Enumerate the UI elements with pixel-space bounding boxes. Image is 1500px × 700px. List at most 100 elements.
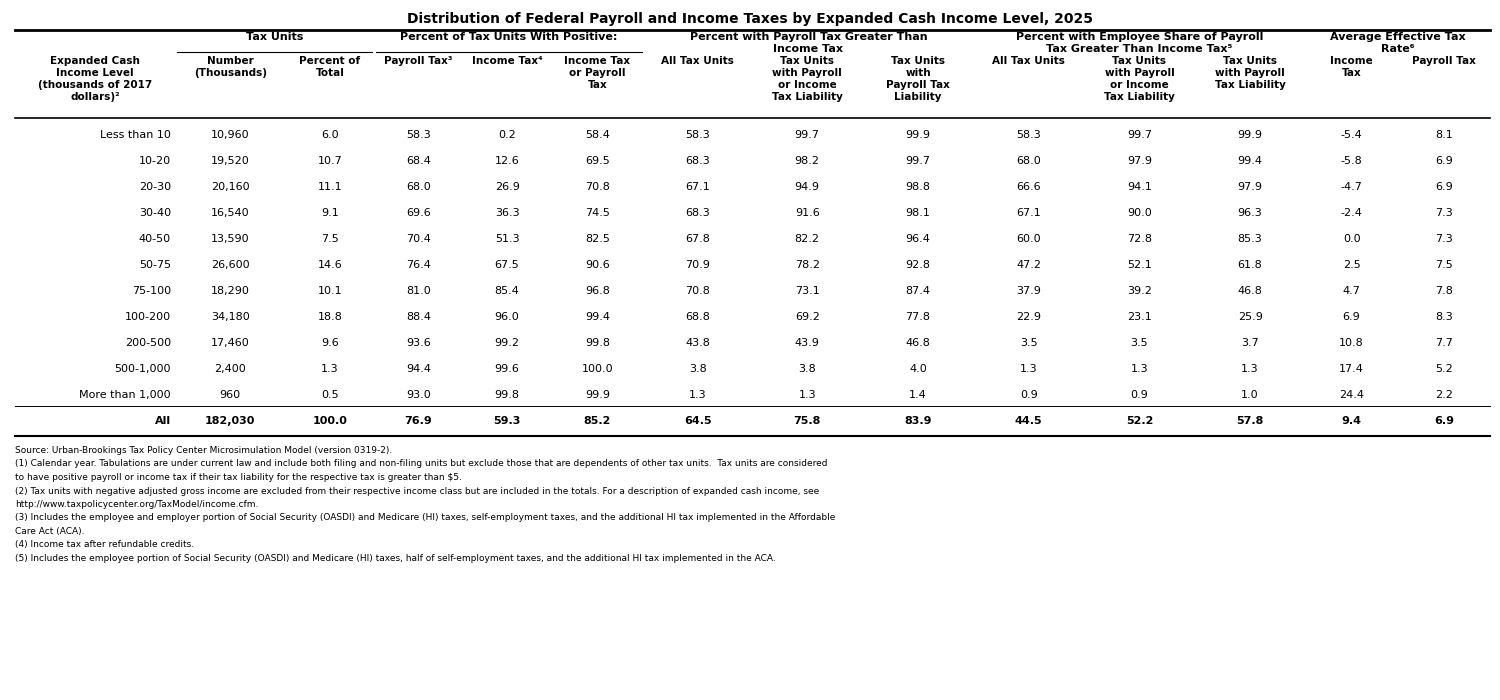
- Text: 57.8: 57.8: [1236, 416, 1264, 426]
- Text: 1.3: 1.3: [688, 390, 706, 400]
- Text: Percent of Tax Units With Positive:: Percent of Tax Units With Positive:: [400, 32, 618, 42]
- Text: to have positive payroll or income tax if their tax liability for the respective: to have positive payroll or income tax i…: [15, 473, 462, 482]
- Text: 98.8: 98.8: [906, 182, 930, 192]
- Text: 52.2: 52.2: [1125, 416, 1154, 426]
- Text: 99.9: 99.9: [1238, 130, 1263, 140]
- Text: Income Tax
or Payroll
Tax: Income Tax or Payroll Tax: [564, 56, 630, 90]
- Text: 26,600: 26,600: [211, 260, 249, 270]
- Text: 10-20: 10-20: [140, 156, 171, 166]
- Text: Expanded Cash
Income Level
(thousands of 2017
dollars)²: Expanded Cash Income Level (thousands of…: [38, 56, 152, 102]
- Text: More than 1,000: More than 1,000: [80, 390, 171, 400]
- Text: 12.6: 12.6: [495, 156, 519, 166]
- Text: 58.3: 58.3: [686, 130, 709, 140]
- Text: 99.9: 99.9: [906, 130, 930, 140]
- Text: 26.9: 26.9: [495, 182, 519, 192]
- Text: -5.8: -5.8: [1341, 156, 1362, 166]
- Text: 98.1: 98.1: [906, 208, 930, 218]
- Text: 6.9: 6.9: [1342, 312, 1360, 322]
- Text: 13,590: 13,590: [211, 234, 249, 244]
- Text: 5.2: 5.2: [1436, 364, 1452, 374]
- Text: 59.3: 59.3: [494, 416, 520, 426]
- Text: 64.5: 64.5: [684, 416, 711, 426]
- Text: Number
(Thousands): Number (Thousands): [194, 56, 267, 78]
- Text: 36.3: 36.3: [495, 208, 519, 218]
- Text: 93.6: 93.6: [406, 338, 430, 348]
- Text: 100.0: 100.0: [312, 416, 348, 426]
- Text: Less than 10: Less than 10: [100, 130, 171, 140]
- Text: 6.9: 6.9: [1434, 416, 1454, 426]
- Text: 37.9: 37.9: [1016, 286, 1041, 296]
- Text: 96.8: 96.8: [585, 286, 610, 296]
- Text: 1.3: 1.3: [1242, 364, 1258, 374]
- Text: 2.2: 2.2: [1436, 390, 1454, 400]
- Text: All Tax Units: All Tax Units: [992, 56, 1065, 66]
- Text: 3.8: 3.8: [798, 364, 816, 374]
- Text: 24.4: 24.4: [1340, 390, 1364, 400]
- Text: Tax Units
with Payroll
or Income
Tax Liability: Tax Units with Payroll or Income Tax Lia…: [772, 56, 843, 102]
- Text: 94.9: 94.9: [795, 182, 819, 192]
- Text: 76.4: 76.4: [406, 260, 430, 270]
- Text: 75.8: 75.8: [794, 416, 820, 426]
- Text: 43.9: 43.9: [795, 338, 819, 348]
- Text: 70.4: 70.4: [406, 234, 430, 244]
- Text: 7.5: 7.5: [1436, 260, 1452, 270]
- Text: 0.2: 0.2: [498, 130, 516, 140]
- Text: 70.9: 70.9: [686, 260, 709, 270]
- Text: Tax Units
with Payroll
or Income
Tax Liability: Tax Units with Payroll or Income Tax Lia…: [1104, 56, 1174, 102]
- Text: 72.8: 72.8: [1126, 234, 1152, 244]
- Text: 99.8: 99.8: [495, 390, 519, 400]
- Text: 52.1: 52.1: [1126, 260, 1152, 270]
- Text: 99.4: 99.4: [1238, 156, 1263, 166]
- Text: Percent of
Total: Percent of Total: [300, 56, 360, 78]
- Text: 99.7: 99.7: [906, 156, 930, 166]
- Text: 0.5: 0.5: [321, 390, 339, 400]
- Text: 67.5: 67.5: [495, 260, 519, 270]
- Text: 88.4: 88.4: [406, 312, 430, 322]
- Text: Tax Units
with Payroll
Tax Liability: Tax Units with Payroll Tax Liability: [1215, 56, 1286, 90]
- Text: 100.0: 100.0: [582, 364, 614, 374]
- Text: 99.8: 99.8: [585, 338, 610, 348]
- Text: 19,520: 19,520: [211, 156, 249, 166]
- Text: 10.8: 10.8: [1340, 338, 1364, 348]
- Text: 90.6: 90.6: [585, 260, 610, 270]
- Text: 58.3: 58.3: [1017, 130, 1041, 140]
- Text: 3.5: 3.5: [1131, 338, 1148, 348]
- Text: Tax Units: Tax Units: [246, 32, 303, 42]
- Text: 17,460: 17,460: [211, 338, 249, 348]
- Text: Care Act (ACA).: Care Act (ACA).: [15, 527, 84, 536]
- Text: 23.1: 23.1: [1126, 312, 1152, 322]
- Text: 25.9: 25.9: [1238, 312, 1263, 322]
- Text: -2.4: -2.4: [1341, 208, 1362, 218]
- Text: 7.3: 7.3: [1436, 208, 1452, 218]
- Text: 99.9: 99.9: [585, 390, 610, 400]
- Text: 200-500: 200-500: [124, 338, 171, 348]
- Text: 4.7: 4.7: [1342, 286, 1360, 296]
- Text: 78.2: 78.2: [795, 260, 819, 270]
- Text: 97.9: 97.9: [1126, 156, 1152, 166]
- Text: 67.8: 67.8: [686, 234, 709, 244]
- Text: 7.5: 7.5: [321, 234, 339, 244]
- Text: 17.4: 17.4: [1340, 364, 1364, 374]
- Text: 3.7: 3.7: [1240, 338, 1258, 348]
- Text: (2) Tax units with negative adjusted gross income are excluded from their respec: (2) Tax units with negative adjusted gro…: [15, 486, 819, 496]
- Text: 1.3: 1.3: [1131, 364, 1148, 374]
- Text: 3.5: 3.5: [1020, 338, 1038, 348]
- Text: 3.8: 3.8: [688, 364, 706, 374]
- Text: 82.5: 82.5: [585, 234, 610, 244]
- Text: 75-100: 75-100: [132, 286, 171, 296]
- Text: 91.6: 91.6: [795, 208, 819, 218]
- Text: Source: Urban-Brookings Tax Policy Center Microsimulation Model (version 0319-2): Source: Urban-Brookings Tax Policy Cente…: [15, 446, 393, 455]
- Text: 20-30: 20-30: [140, 182, 171, 192]
- Text: 98.2: 98.2: [795, 156, 819, 166]
- Text: 1.4: 1.4: [909, 390, 927, 400]
- Text: 96.0: 96.0: [495, 312, 519, 322]
- Text: 18.8: 18.8: [318, 312, 342, 322]
- Text: 0.9: 0.9: [1131, 390, 1149, 400]
- Text: 99.4: 99.4: [585, 312, 610, 322]
- Text: 93.0: 93.0: [406, 390, 430, 400]
- Text: All Tax Units: All Tax Units: [662, 56, 734, 66]
- Text: 58.4: 58.4: [585, 130, 610, 140]
- Text: 58.3: 58.3: [406, 130, 430, 140]
- Text: 7.7: 7.7: [1436, 338, 1454, 348]
- Text: 85.2: 85.2: [584, 416, 610, 426]
